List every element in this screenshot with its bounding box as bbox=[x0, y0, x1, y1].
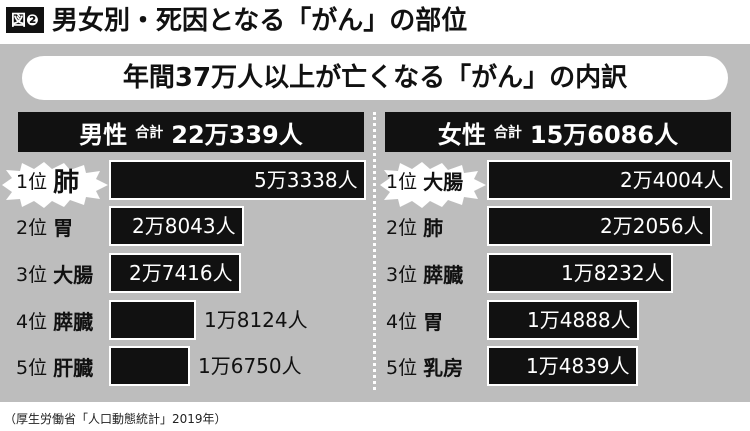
row-label: 3位 大腸 bbox=[16, 252, 93, 294]
organ-label: 肝臓 bbox=[53, 355, 94, 380]
total-label: 合計 bbox=[135, 125, 164, 141]
rank-label: 2位 bbox=[16, 216, 48, 239]
highlight-burst-icon bbox=[380, 162, 486, 208]
bar-value-label: 2万4004人 bbox=[620, 168, 724, 192]
organ-label: 肺 bbox=[423, 215, 444, 240]
gender-title: 女性 bbox=[437, 120, 486, 149]
organ-label: 膵臓 bbox=[53, 309, 94, 334]
chart-subtitle: 年間37万人以上が亡くなる「がん」の内訳 bbox=[22, 56, 728, 100]
row-label: 4位 膵臓 bbox=[16, 299, 93, 341]
row-label: 2位肺 bbox=[386, 205, 443, 247]
rank-label: 1位 bbox=[386, 170, 418, 193]
organ-label: 乳房 bbox=[423, 355, 464, 380]
rank-label: 4位 bbox=[16, 310, 48, 333]
gender-header: 女性 合計 15万6086人 bbox=[385, 112, 731, 152]
bar bbox=[109, 253, 241, 293]
bar bbox=[109, 300, 196, 340]
bar-value-label: 1万8232人 bbox=[561, 261, 665, 285]
rank-label: 1位 bbox=[16, 170, 48, 193]
bar-value-label: 1万8124人 bbox=[204, 308, 308, 332]
rank-label: 3位 bbox=[16, 263, 48, 286]
bar-value-label: 2万2056人 bbox=[600, 214, 704, 238]
organ-label: 肺 bbox=[53, 167, 80, 198]
highlight-burst-icon bbox=[2, 162, 108, 208]
figure-header: 図❷ 男女別・死因となる「がん」の部位 bbox=[0, 0, 750, 44]
rank-label: 3位 bbox=[386, 263, 418, 286]
bar-value-label: 1万4888人 bbox=[527, 308, 631, 332]
bar-value-label: 1万4839人 bbox=[526, 354, 630, 378]
total-value: 15万6086人 bbox=[529, 120, 679, 149]
bar bbox=[109, 346, 190, 386]
gender-header: 男性 合計 22万339人 bbox=[18, 112, 364, 152]
row-label: 1位 大腸 bbox=[386, 159, 463, 201]
bar-value-label: 1万6750人 bbox=[198, 354, 302, 378]
bar bbox=[109, 160, 366, 200]
bar bbox=[487, 253, 673, 293]
organ-label: 胃 bbox=[423, 309, 444, 334]
total-label: 合計 bbox=[493, 125, 522, 141]
panel-separator bbox=[373, 112, 376, 390]
row-label: 2位胃 bbox=[16, 205, 73, 247]
bar bbox=[487, 300, 639, 340]
bar-value-label: 2万7416人 bbox=[129, 261, 233, 285]
row-label: 5位 乳房 bbox=[386, 345, 463, 387]
rank-label: 5位 bbox=[16, 356, 48, 379]
organ-label: 大腸 bbox=[53, 262, 94, 287]
row-label: 4位胃 bbox=[386, 299, 443, 341]
row-label: 3位 膵臓 bbox=[386, 252, 463, 294]
figure-badge: 図❷ bbox=[6, 7, 44, 33]
total-value: 22万339人 bbox=[171, 120, 303, 149]
row-label: 5位 肝臓 bbox=[16, 345, 93, 387]
organ-label: 胃 bbox=[53, 215, 74, 240]
bar-value-label: 2万8043人 bbox=[132, 214, 236, 238]
bar-value-label: 5万3338人 bbox=[254, 168, 358, 192]
bar bbox=[487, 346, 638, 386]
source-note: （厚生労働省「人口動態統計」2019年） bbox=[4, 412, 227, 426]
bar bbox=[109, 206, 244, 246]
rank-label: 4位 bbox=[386, 310, 418, 333]
organ-label: 大腸 bbox=[423, 169, 464, 194]
rank-label: 5位 bbox=[386, 356, 418, 379]
organ-label: 膵臓 bbox=[423, 262, 464, 287]
gender-title: 男性 bbox=[79, 120, 128, 149]
bar bbox=[487, 160, 732, 200]
bar bbox=[487, 206, 712, 246]
rank-label: 2位 bbox=[386, 216, 418, 239]
row-label: 1位肺 bbox=[16, 159, 79, 201]
figure-title: 男女別・死因となる「がん」の部位 bbox=[52, 6, 468, 36]
